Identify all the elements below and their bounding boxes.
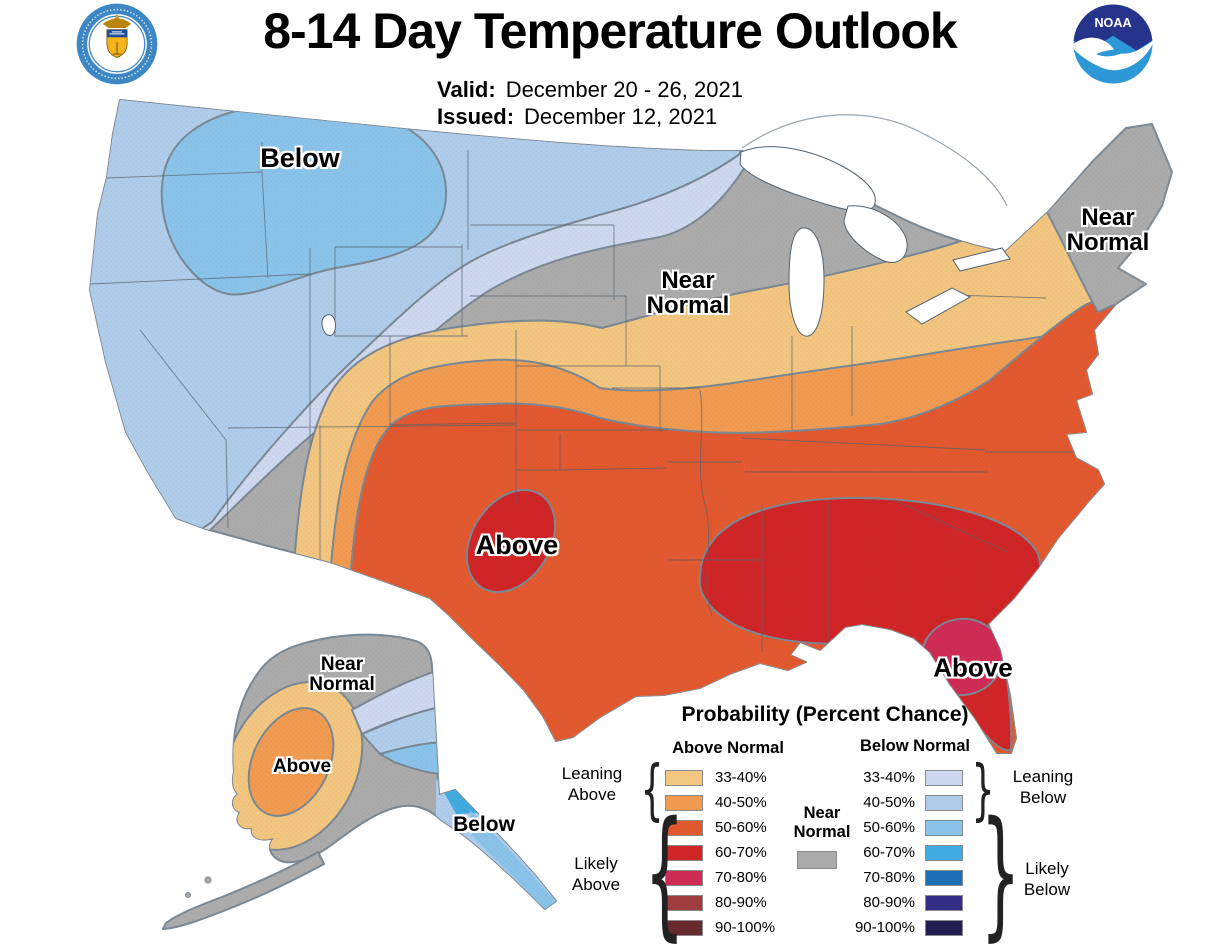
leaning-below-brace: } bbox=[971, 751, 995, 828]
legend-row-below-40-50: 40-50% bbox=[845, 790, 963, 815]
likely-below-brace: } bbox=[980, 792, 1021, 944]
legend-row-below-80-90: 80-90% bbox=[845, 890, 963, 915]
legend-row-below-50-60-swatch bbox=[925, 819, 963, 836]
valid-value: December 20 - 26, 2021 bbox=[505, 77, 743, 102]
aleutian-island bbox=[204, 876, 212, 884]
legend-row-below-33-40-range: 33-40% bbox=[863, 769, 915, 786]
legend-likely-above-label: Likely Above bbox=[571, 854, 621, 895]
legend-row-above-80-90: 80-90% bbox=[665, 890, 775, 915]
legend-above-normal-header: Above Normal bbox=[672, 739, 784, 757]
legend-row-above-33-40: 33-40% bbox=[665, 765, 775, 790]
canada-shoreline bbox=[741, 114, 1008, 207]
legend-row-below-90-100: 90-100% bbox=[845, 915, 963, 940]
issue-block: Valid: December 20 - 26, 2021 Issued: Dece… bbox=[437, 76, 743, 130]
legend-near-normal-label: Near Normal bbox=[793, 804, 851, 841]
legend-row-below-40-50-range: 40-50% bbox=[863, 794, 915, 811]
likely-above-brace: { bbox=[644, 792, 685, 944]
noaa-logo-text: NOAA bbox=[1094, 16, 1131, 30]
legend-row-below-60-70: 60-70% bbox=[845, 840, 963, 865]
legend-row-above-70-80: 70-80% bbox=[665, 865, 775, 890]
legend-row-above-60-70: 60-70% bbox=[665, 840, 775, 865]
valid-line: Valid: December 20 - 26, 2021 bbox=[437, 76, 743, 103]
legend-row-below-50-60: 50-60% bbox=[845, 815, 963, 840]
lake-superior bbox=[739, 146, 876, 212]
lake-huron bbox=[843, 205, 908, 263]
legend-row-above-80-90-swatch bbox=[665, 894, 703, 911]
legend-row-below-60-70-range: 60-70% bbox=[863, 844, 915, 861]
legend-row-above-80-90-range: 80-90% bbox=[715, 894, 767, 911]
noaa-logo-drawing: NOAA bbox=[1073, 4, 1153, 84]
legend-row-above-50-60-range: 50-60% bbox=[715, 819, 767, 836]
legend-row-below-50-60-range: 50-60% bbox=[863, 819, 915, 836]
legend-row-above-40-50-range: 40-50% bbox=[715, 794, 767, 811]
great-salt-lake bbox=[321, 314, 336, 336]
doc-seal-drawing bbox=[76, 3, 158, 85]
leaning-above-brace: { bbox=[640, 751, 664, 828]
legend-above-rows: 33-40% 40-50% 50-60% 60-70% 70-80% 80-90% 90-1… bbox=[665, 765, 775, 940]
legend-below-normal-header: Below Normal bbox=[859, 737, 971, 755]
legend-row-below-80-90-swatch bbox=[925, 894, 963, 911]
legend-row-above-90-100: 90-100% bbox=[665, 915, 775, 940]
legend-row-below-60-70-swatch bbox=[925, 844, 963, 861]
legend-row-above-50-60-swatch bbox=[665, 819, 703, 836]
legend-row-above-70-80-swatch bbox=[665, 869, 703, 886]
legend-row-below-80-90-range: 80-90% bbox=[863, 894, 915, 911]
aleutian-island bbox=[185, 892, 191, 898]
legend-row-below-70-80-range: 70-80% bbox=[863, 869, 915, 886]
lake-erie bbox=[905, 287, 972, 325]
legend-row-above-40-50: 40-50% bbox=[665, 790, 775, 815]
valid-label: Valid: bbox=[437, 77, 496, 102]
legend-row-below-90-100-range: 90-100% bbox=[854, 919, 915, 936]
legend-leaning-below-label: Leaning Below bbox=[1012, 767, 1074, 808]
issued-label: Issued: bbox=[437, 104, 515, 129]
legend-row-above-60-70-swatch bbox=[665, 844, 703, 861]
legend-likely-below-label: Likely Below bbox=[1023, 859, 1071, 900]
legend-title: Probability (Percent Chance) bbox=[681, 703, 969, 726]
legend-row-above-70-80-range: 70-80% bbox=[715, 869, 767, 886]
legend-leaning-above-label: Leaning Above bbox=[561, 764, 623, 805]
alaska-aleutians bbox=[162, 851, 325, 930]
legend-row-above-33-40-range: 33-40% bbox=[715, 769, 767, 786]
legend-row-below-33-40: 33-40% bbox=[845, 765, 963, 790]
legend-row-above-60-70-range: 60-70% bbox=[715, 844, 767, 861]
legend-row-below-70-80-swatch bbox=[925, 869, 963, 886]
legend-row-above-50-60: 50-60% bbox=[665, 815, 775, 840]
legend-row-below-70-80: 70-80% bbox=[845, 865, 963, 890]
noaa-logo-icon: NOAA bbox=[1063, 2, 1163, 86]
legend-row-above-33-40-swatch bbox=[665, 769, 703, 786]
lake-michigan bbox=[788, 227, 825, 337]
legend-row-below-33-40-swatch bbox=[925, 769, 963, 786]
legend-row-below-40-50-swatch bbox=[925, 794, 963, 811]
legend-below-rows: 33-40% 40-50% 50-60% 60-70% 70-80% 80-90% 90-1… bbox=[845, 765, 963, 940]
legend-row-above-40-50-swatch bbox=[665, 794, 703, 811]
issued-line: Issued: December 12, 2021 bbox=[437, 103, 743, 130]
page-title: 8-14 Day Temperature Outlook bbox=[263, 3, 958, 59]
legend-row-above-90-100-range: 90-100% bbox=[715, 919, 776, 936]
issued-value: December 12, 2021 bbox=[524, 104, 718, 129]
dept-of-commerce-seal-icon bbox=[72, 2, 162, 86]
legend-row-below-90-100-swatch bbox=[925, 919, 963, 936]
lake-ontario bbox=[952, 247, 1011, 272]
legend-row-above-90-100-swatch bbox=[665, 919, 703, 936]
legend-near-normal-swatch bbox=[797, 851, 837, 869]
